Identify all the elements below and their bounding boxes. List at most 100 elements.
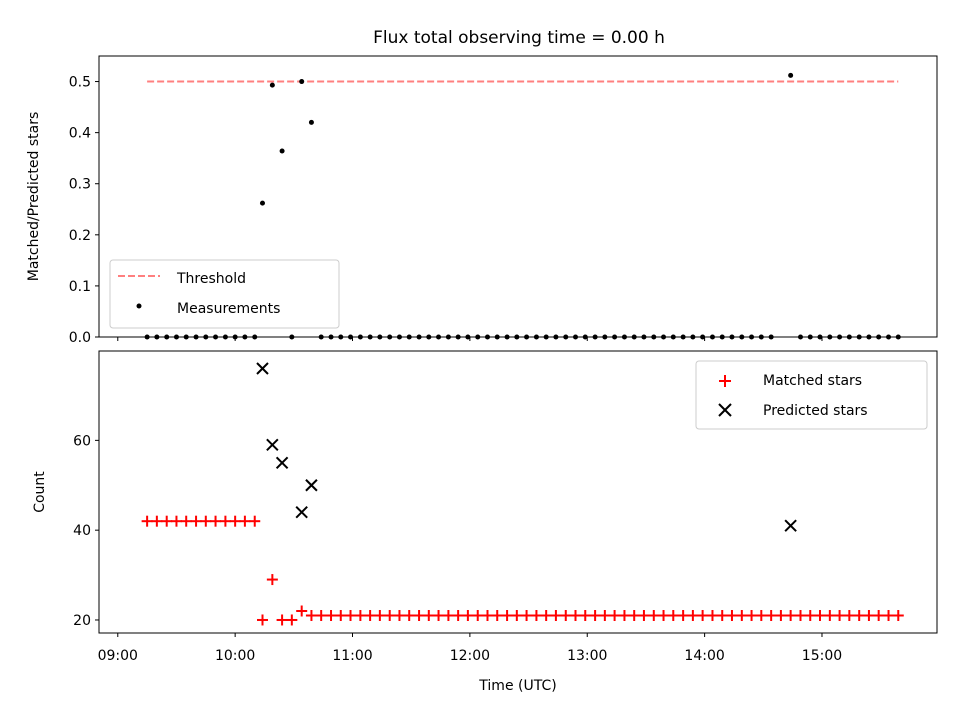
x-tick-label: 13:00	[567, 648, 607, 664]
matched-star-point	[843, 609, 855, 621]
bottom-y-tick-label: 60	[73, 433, 91, 449]
matched-star-point	[403, 609, 415, 621]
matched-star-point	[570, 609, 582, 621]
predicted-star-point	[295, 505, 308, 519]
matched-star-point	[276, 614, 288, 626]
matched-star-point	[180, 515, 192, 527]
matched-star-point	[462, 609, 474, 621]
matched-star-point	[667, 609, 679, 621]
top-legend: Threshold Measurements	[109, 259, 340, 329]
matched-star-point	[151, 515, 163, 527]
matched-star-point	[170, 515, 182, 527]
matched-star-point	[413, 609, 425, 621]
legend-predicted-swatch	[718, 403, 732, 417]
measurement-point	[259, 200, 265, 206]
matched-star-point	[628, 609, 640, 621]
matched-star-point	[863, 609, 875, 621]
top-y-tick-label: 0.4	[69, 126, 91, 142]
bottom-panel: 20 40 60 09:00 10:00 11:00 12:00 13:00 14:00 15:0…	[32, 350, 938, 694]
matched-star-point	[393, 609, 405, 621]
matched-star-point	[873, 609, 885, 621]
matched-star-point	[521, 609, 533, 621]
bottom-y-tick-label: 40	[73, 523, 91, 539]
matched-star-point	[785, 609, 797, 621]
bottom-legend: Matched stars Predicted stars	[695, 360, 928, 430]
matched-star-point	[210, 515, 222, 527]
matched-star-point	[286, 614, 298, 626]
measurement-point	[308, 119, 314, 125]
matched-star-point	[491, 609, 503, 621]
matched-star-point	[765, 609, 777, 621]
legend-threshold-label: Threshold	[176, 271, 246, 287]
legend-measurements-label: Measurements	[177, 301, 280, 317]
matched-star-point	[589, 609, 601, 621]
top-y-axis-label: Matched/Predicted stars	[26, 112, 42, 282]
x-tick-label: 12:00	[450, 648, 490, 664]
matched-star-point	[452, 609, 464, 621]
matched-star-point	[550, 609, 562, 621]
x-axis-label: Time (UTC)	[478, 678, 556, 694]
matched-star-point	[824, 609, 836, 621]
predicted-star-point	[256, 362, 269, 375]
x-tick-label: 09:00	[98, 648, 138, 664]
legend-matched-swatch	[719, 375, 731, 387]
matched-star-point	[423, 609, 435, 621]
predicted-star-point	[784, 519, 797, 532]
matched-star-point	[305, 609, 317, 621]
matched-star-point	[384, 609, 396, 621]
matched-star-point	[442, 609, 454, 621]
matched-star-point	[530, 609, 542, 621]
matched-star-point	[618, 609, 630, 621]
top-legend-box	[109, 259, 340, 329]
matched-star-point	[892, 609, 904, 621]
bottom-y-tick-label: 20	[73, 613, 91, 629]
matched-star-point	[814, 609, 826, 621]
matched-star-point	[658, 609, 670, 621]
matched-star-point	[364, 609, 376, 621]
matched-star-point	[239, 515, 251, 527]
matched-star-point	[648, 609, 660, 621]
matched-star-point	[249, 515, 261, 527]
x-tick-label: 15:00	[802, 648, 842, 664]
measurement-point	[299, 79, 305, 85]
matched-star-point	[697, 609, 709, 621]
matched-star-point	[579, 609, 591, 621]
top-y-tick-label: 0.0	[69, 330, 91, 346]
matched-star-point	[746, 609, 758, 621]
matched-star-point	[795, 609, 807, 621]
bottom-y-axis-label: Count	[32, 471, 48, 513]
matched-star-point	[354, 609, 366, 621]
matched-star-point	[200, 515, 212, 527]
legend-measurements-swatch	[136, 303, 142, 309]
matched-star-point	[472, 609, 484, 621]
top-y-tick-label: 0.2	[69, 228, 91, 244]
matched-star-point	[883, 609, 895, 621]
matched-star-point	[726, 609, 738, 621]
matched-star-point	[374, 609, 386, 621]
x-tick-label: 11:00	[332, 648, 372, 664]
matched-star-point	[501, 609, 513, 621]
matched-star-point	[599, 609, 611, 621]
matched-star-point	[736, 609, 748, 621]
matched-star-point	[775, 609, 787, 621]
matched-star-point	[853, 609, 865, 621]
matched-star-point	[325, 609, 337, 621]
predicted-star-point	[305, 479, 318, 492]
matched-star-point	[141, 515, 153, 527]
legend-predicted-label: Predicted stars	[763, 403, 868, 419]
matched-star-point	[716, 609, 728, 621]
top-panel: 0.0 0.1 0.2 0.3 0.4 0.5 Matched/Predicted sta…	[26, 55, 938, 346]
measurement-point	[269, 82, 275, 88]
x-tick-label: 10:00	[215, 648, 255, 664]
matched-star-point	[433, 609, 445, 621]
matched-star-point	[345, 609, 357, 621]
x-tick-label: 14:00	[684, 648, 724, 664]
predicted-star-point	[266, 438, 279, 452]
matched-star-point	[229, 515, 241, 527]
matched-star-point	[511, 609, 523, 621]
matched-star-point	[804, 609, 816, 621]
top-y-tick-label: 0.1	[69, 279, 91, 295]
matched-star-point	[834, 609, 846, 621]
matched-star-point	[687, 609, 699, 621]
measurement-point	[788, 72, 794, 78]
